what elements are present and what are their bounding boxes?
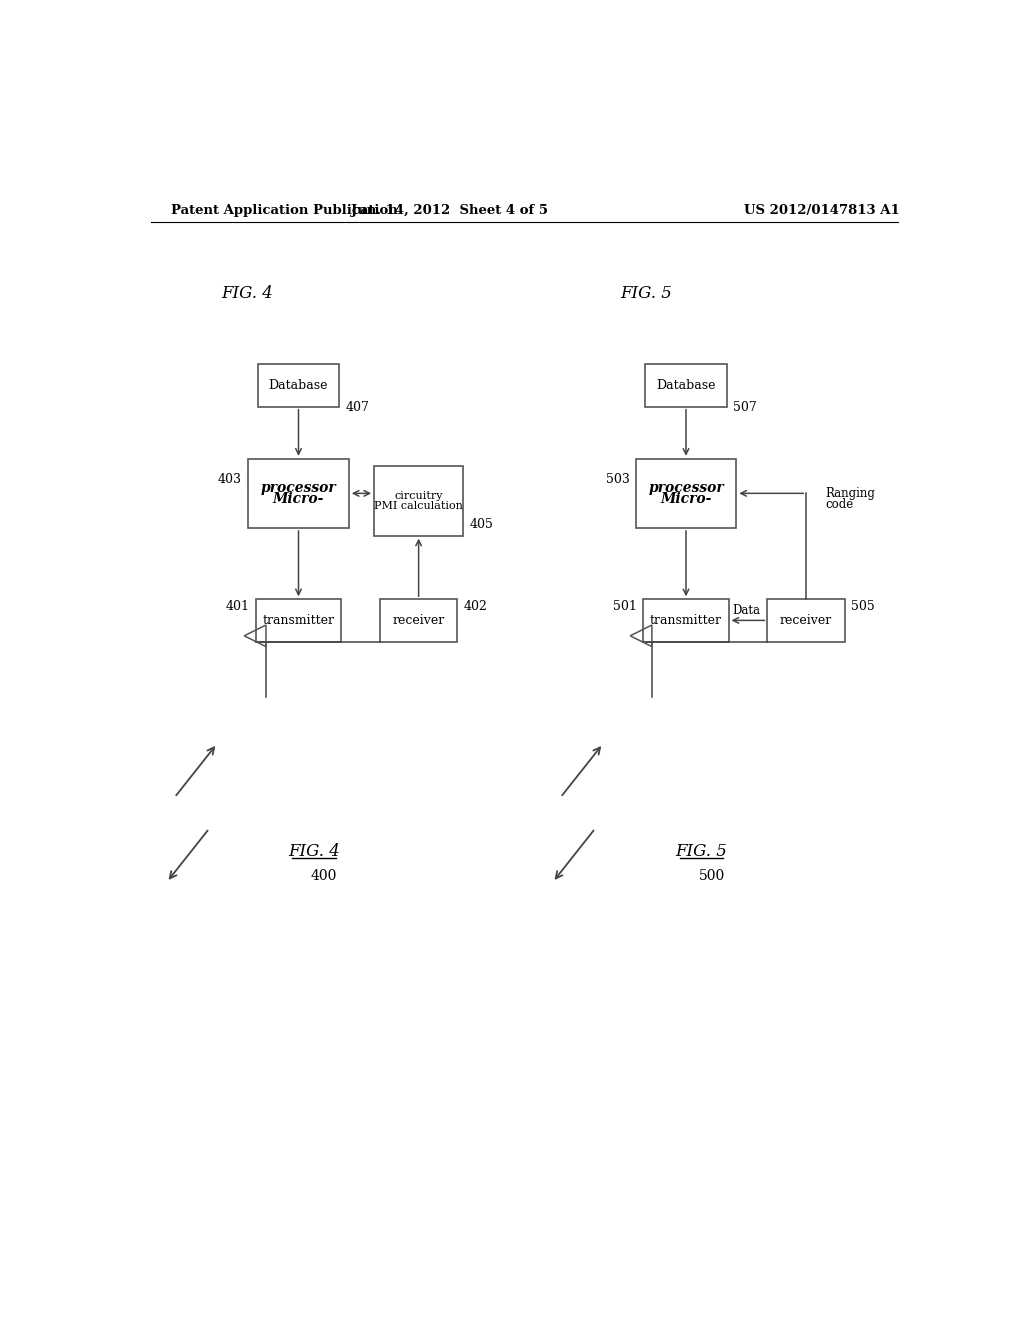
Text: receiver: receiver bbox=[780, 614, 833, 627]
Text: transmitter: transmitter bbox=[650, 614, 722, 627]
Text: PMI calculation: PMI calculation bbox=[374, 500, 463, 511]
Text: 403: 403 bbox=[218, 473, 242, 486]
Text: US 2012/0147813 A1: US 2012/0147813 A1 bbox=[743, 205, 899, 218]
Text: FIG. 5: FIG. 5 bbox=[676, 843, 727, 859]
Text: FIG. 5: FIG. 5 bbox=[621, 285, 672, 302]
Bar bbox=[258, 364, 339, 407]
Text: Micro-: Micro- bbox=[272, 492, 325, 506]
Text: Database: Database bbox=[268, 379, 329, 392]
Text: 401: 401 bbox=[225, 599, 250, 612]
Text: FIG. 4: FIG. 4 bbox=[288, 843, 340, 859]
Text: processor: processor bbox=[648, 480, 724, 495]
Text: processor: processor bbox=[261, 480, 336, 495]
Bar bbox=[256, 599, 341, 642]
Text: Jun. 14, 2012  Sheet 4 of 5: Jun. 14, 2012 Sheet 4 of 5 bbox=[351, 205, 548, 218]
Text: Ranging: Ranging bbox=[825, 487, 876, 500]
Text: receiver: receiver bbox=[392, 614, 444, 627]
Bar bbox=[767, 599, 845, 642]
Text: 505: 505 bbox=[851, 599, 874, 612]
Bar bbox=[645, 364, 727, 407]
Text: Patent Application Publication: Patent Application Publication bbox=[171, 205, 397, 218]
Text: Database: Database bbox=[656, 379, 716, 392]
Text: 405: 405 bbox=[469, 517, 494, 531]
Text: 507: 507 bbox=[733, 401, 757, 414]
Text: 501: 501 bbox=[613, 599, 637, 612]
Text: FIG. 4: FIG. 4 bbox=[221, 285, 272, 302]
Text: circuitry: circuitry bbox=[394, 491, 442, 502]
Text: code: code bbox=[825, 499, 854, 511]
Bar bbox=[636, 459, 736, 528]
Text: 503: 503 bbox=[605, 473, 630, 486]
Text: transmitter: transmitter bbox=[262, 614, 335, 627]
Text: Data: Data bbox=[732, 603, 761, 616]
Bar bbox=[643, 599, 729, 642]
Text: 400: 400 bbox=[311, 869, 337, 883]
Text: 402: 402 bbox=[464, 599, 487, 612]
Bar bbox=[374, 466, 463, 536]
Text: Micro-: Micro- bbox=[660, 492, 712, 506]
Bar bbox=[380, 599, 458, 642]
Text: 407: 407 bbox=[345, 401, 370, 414]
Text: 500: 500 bbox=[698, 869, 725, 883]
Bar bbox=[248, 459, 349, 528]
